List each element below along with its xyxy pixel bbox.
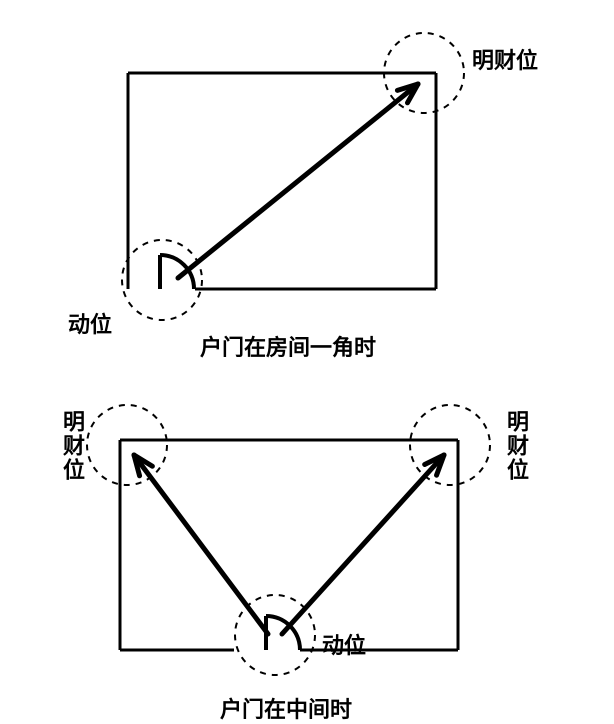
d1-label-wealth: 明财位 [472,43,538,75]
d2-caption: 户门在中间时 [220,692,352,724]
d2-label-wealth-left: 明财位 [56,410,88,482]
d2-label-door: 动位 [322,628,366,660]
diagram-container: 明财位 动位 户门在房间一角时 明财位 明财位 动位 户门在中间时 [0,0,614,723]
d2-label-wealth-right: 明财位 [500,410,532,482]
d1-caption: 户门在房间一角时 [200,330,376,362]
d1-label-door: 动位 [68,307,112,339]
